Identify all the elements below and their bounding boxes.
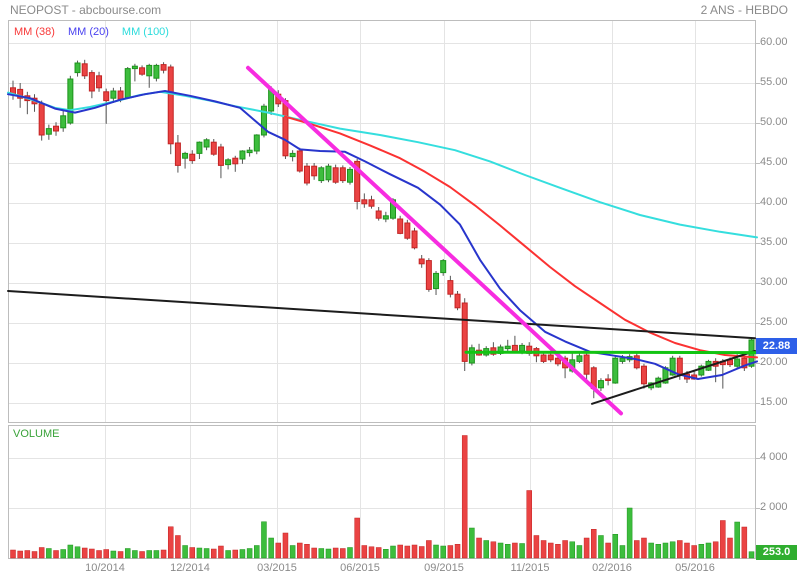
legend-mm38: MM (38) <box>14 26 55 38</box>
last-price-badge: 22.88 <box>756 338 797 354</box>
price-axis-label: 55.00 <box>760 76 788 88</box>
price-axis-label: 40.00 <box>760 196 788 208</box>
time-axis-label: 03/2015 <box>257 562 297 574</box>
time-axis-label: 06/2015 <box>340 562 380 574</box>
volume-axis-label: 4 000 <box>760 451 788 463</box>
ma-legend: MM (38) MM (20) MM (100) <box>14 26 169 38</box>
time-axis-label: 11/2015 <box>510 562 550 574</box>
price-axis-label: 15.00 <box>760 396 788 408</box>
price-axis-label: 60.00 <box>760 36 788 48</box>
price-axis-label: 45.00 <box>760 156 788 168</box>
time-axis-label: 02/2016 <box>592 562 632 574</box>
time-axis-label: 12/2014 <box>170 562 210 574</box>
time-axis-label: 09/2015 <box>424 562 464 574</box>
price-axis-label: 20.00 <box>760 356 788 368</box>
price-axis-label: 35.00 <box>760 236 788 248</box>
period-label: 2 ANS - HEBDO <box>700 3 788 17</box>
price-axis-label: 50.00 <box>760 116 788 128</box>
legend-mm100: MM (100) <box>121 26 169 38</box>
price-axis-label: 25.00 <box>760 316 788 328</box>
time-axis-label: 10/2014 <box>85 562 125 574</box>
page-title: NEOPOST - abcbourse.com <box>10 3 162 17</box>
volume-axis-label: 2 000 <box>760 501 788 513</box>
price-axis-label: 30.00 <box>760 276 788 288</box>
legend-mm20: MM (20) <box>67 26 109 38</box>
last-volume-badge: 253.0 <box>756 545 797 560</box>
time-axis-label: 05/2016 <box>675 562 715 574</box>
volume-panel-label: VOLUME <box>13 428 60 440</box>
